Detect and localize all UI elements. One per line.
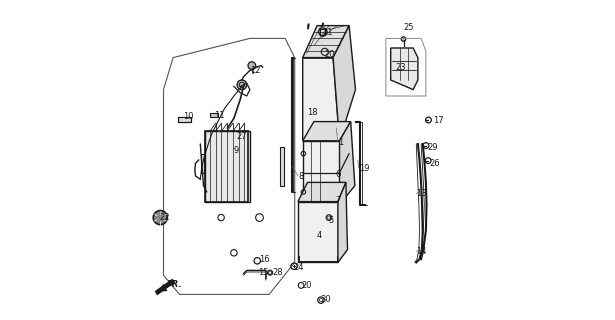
Polygon shape [339,122,355,205]
Text: 7: 7 [336,196,341,204]
Text: 18: 18 [308,108,318,116]
Polygon shape [303,26,349,58]
Polygon shape [391,48,418,90]
Bar [178,117,191,122]
Text: 9: 9 [233,146,239,155]
Text: 28: 28 [272,268,283,277]
Text: 19: 19 [359,164,369,172]
Circle shape [401,37,406,41]
Bar [205,131,248,202]
Polygon shape [303,141,339,205]
Text: 25: 25 [403,23,414,32]
Circle shape [153,211,167,225]
Polygon shape [303,122,351,141]
Text: 6: 6 [336,170,341,179]
Text: 20: 20 [301,281,312,290]
Text: 4: 4 [317,231,322,240]
Bar [320,29,325,35]
Polygon shape [155,279,175,295]
Text: 23: 23 [396,63,407,72]
Text: FR.: FR. [167,280,182,289]
Bar [280,147,284,186]
Text: 15: 15 [258,268,269,277]
Text: 16: 16 [259,255,269,264]
Text: 29: 29 [427,143,438,152]
Text: 17: 17 [433,116,443,124]
Bar [201,154,204,173]
Text: 8: 8 [298,172,303,180]
Text: 21: 21 [323,28,333,36]
Text: 22: 22 [160,213,170,222]
Text: 27: 27 [236,132,247,140]
Polygon shape [333,26,355,141]
Text: 26: 26 [430,159,440,168]
Polygon shape [338,182,347,262]
Polygon shape [298,182,346,202]
Text: 5: 5 [328,216,333,225]
Text: 30: 30 [320,295,331,304]
Circle shape [237,80,247,90]
Text: 12: 12 [250,66,260,75]
Text: 20: 20 [324,50,335,59]
Bar [210,113,218,117]
Text: 24: 24 [293,263,304,272]
Text: 11: 11 [214,111,224,120]
Text: 14: 14 [416,247,427,256]
Text: 1: 1 [338,138,343,147]
Polygon shape [303,58,339,141]
Text: 10: 10 [183,112,194,121]
Text: 13: 13 [416,189,427,198]
Bar [205,131,250,202]
Polygon shape [298,202,338,262]
Circle shape [248,62,256,69]
